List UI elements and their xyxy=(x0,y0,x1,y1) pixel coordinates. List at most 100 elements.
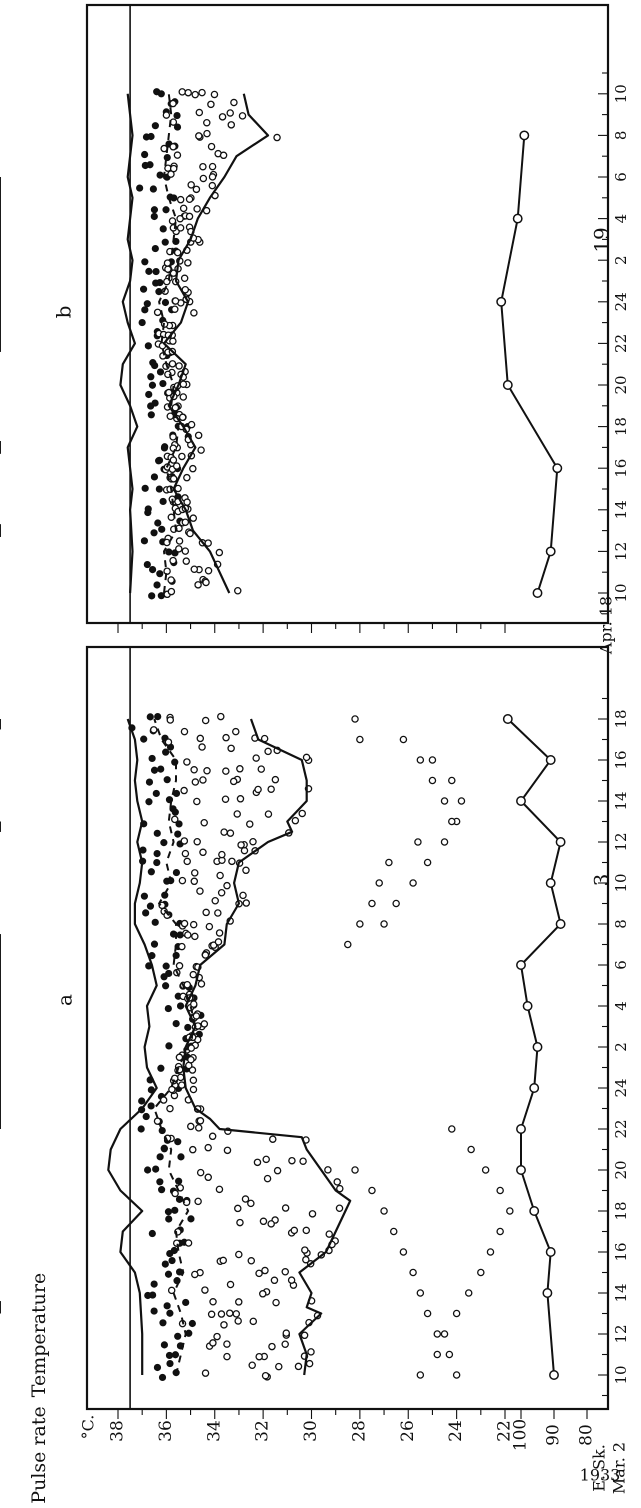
panel-a-open-point xyxy=(189,1076,198,1085)
panel-b-open-point xyxy=(175,362,183,370)
panel-b-open-point xyxy=(167,576,175,584)
panel-a-open-point xyxy=(187,1122,195,1131)
panel-a-open-point xyxy=(261,1266,269,1275)
panel-a-open-point xyxy=(168,1085,176,1094)
panel-a-open-point xyxy=(187,1055,195,1064)
panel-a-open-point xyxy=(201,716,210,725)
panel-a-filled-point xyxy=(166,1359,174,1368)
panel-b-open-point xyxy=(226,109,234,117)
panel-a-filled-point xyxy=(140,735,148,743)
panel-a-open-point xyxy=(291,816,300,825)
panel-a-pulse-point xyxy=(502,714,513,724)
panel-a-filled-point xyxy=(150,766,159,774)
panel-a-open-point xyxy=(414,838,422,846)
panel-a-open-point xyxy=(299,1157,307,1165)
panel-b-x-tick-label: 2 xyxy=(612,255,630,265)
panel-a-filled-point xyxy=(148,754,156,763)
panel-b-open-point xyxy=(185,195,194,204)
panel-a-filled-point xyxy=(146,713,154,721)
panel-a-filled-point xyxy=(171,1351,180,1359)
panel-b-open-point xyxy=(210,90,219,99)
panel-b-open-point xyxy=(180,274,189,283)
panel-a-open-point xyxy=(368,1186,376,1195)
panel-a-filled-point xyxy=(165,1351,174,1360)
panel-a-pulse-point xyxy=(545,878,556,888)
panel-a-filled-point xyxy=(171,1206,179,1214)
panel-b-filled-point xyxy=(141,306,149,314)
panel-a-open-point xyxy=(253,1158,262,1167)
panel-b-open-point xyxy=(166,412,175,420)
panel-a-open-point xyxy=(302,1226,311,1235)
panel-a-open-point xyxy=(409,879,417,887)
panel-a-open-point xyxy=(199,848,207,857)
panel-a-open-point xyxy=(194,1124,203,1132)
panel-a-filled-point xyxy=(160,973,168,981)
panel-b-open-point xyxy=(195,132,203,140)
panel-a-open-point xyxy=(175,962,184,970)
panel-a-open-point xyxy=(281,1340,289,1349)
panel-a-filled-point xyxy=(144,1166,152,1174)
panel-b-open-point xyxy=(185,212,194,221)
panel-a-upper-curve xyxy=(107,718,158,1375)
panel-a-x-tick-label: 22 xyxy=(612,1119,630,1138)
panel-b-open-point xyxy=(192,185,201,194)
panel-b-x-tick-label: 8 xyxy=(612,131,630,141)
panel-b-open-point xyxy=(195,108,204,117)
panel-b-open-point xyxy=(169,99,177,108)
panel-a-temp-tick-label: 28 xyxy=(349,1420,369,1442)
panel-b-filled-point xyxy=(138,318,146,327)
panel-b-open-point xyxy=(168,217,177,225)
panel-a-open-point xyxy=(409,1268,417,1277)
panel-b-filled-point xyxy=(149,185,157,193)
panel-b-filled-point xyxy=(161,298,170,307)
panel-b-upper-curve xyxy=(119,93,139,594)
panel-a-open-point xyxy=(214,938,223,946)
panel-a-open-point xyxy=(180,727,189,736)
panel-a-open-point xyxy=(200,1020,209,1028)
panel-b-open-point xyxy=(189,464,197,473)
panel-a-temp-tick-label: 34 xyxy=(204,1420,224,1442)
panel-a-open-point xyxy=(164,738,173,746)
panel-b-filled-point xyxy=(155,485,163,493)
panel-a-filled-point xyxy=(153,829,161,837)
panel-a-open-point xyxy=(189,1085,198,1094)
panel-b-open-point xyxy=(204,539,212,547)
panel-a-filled-point xyxy=(165,1042,173,1050)
panel-a-open-point xyxy=(249,837,257,846)
panel-b-filled-point xyxy=(156,368,165,376)
panel-a-open-point xyxy=(264,747,272,756)
panel-a-filled-point xyxy=(148,1229,156,1238)
panel-b-filled-point xyxy=(158,525,166,533)
panel-a-filled-point xyxy=(153,850,161,858)
panel-a-open-point xyxy=(217,712,225,721)
panel-a-open-point xyxy=(217,889,226,897)
panel-a-temp-tick-label: 30 xyxy=(301,1420,321,1442)
panel-b-lower-curve xyxy=(162,93,270,594)
panel-a-open-point xyxy=(180,919,189,928)
panel-a-open-point xyxy=(227,744,235,753)
panel-b-pulse-point xyxy=(532,588,543,598)
panel-a-pulse-tick-label: 100 xyxy=(511,1419,531,1451)
panel-a-filled-point xyxy=(153,858,161,867)
panel-a-open-point xyxy=(428,756,437,764)
panel-b-x-tick-label: 18 xyxy=(612,417,630,436)
panel-b-day-two-label: 19 xyxy=(590,227,614,252)
panel-a-open-point xyxy=(356,735,364,744)
panel-b-filled-point xyxy=(150,473,159,481)
panel-b-filled-point xyxy=(147,373,155,381)
panel-a-open-point xyxy=(440,838,449,846)
panel-a-x-tick-label: 6 xyxy=(612,960,630,970)
panel-a-open-point xyxy=(159,1096,168,1104)
panel-b-open-point xyxy=(227,121,236,129)
panel-a-open-point xyxy=(201,1369,210,1377)
panel-a-open-point xyxy=(288,1156,296,1165)
panel-b-open-point xyxy=(178,452,186,461)
panel-b-filled-point xyxy=(144,342,152,350)
panel-b-pulse-point xyxy=(545,546,556,557)
panel-a-open-point xyxy=(232,727,240,736)
panel-a-filled-point xyxy=(146,902,155,910)
panel-a-open-point xyxy=(255,1269,263,1278)
panel-a-open-point xyxy=(215,929,224,937)
panel-a-x-tick-label: 10 xyxy=(612,873,630,892)
panel-a-open-point xyxy=(166,1104,174,1113)
